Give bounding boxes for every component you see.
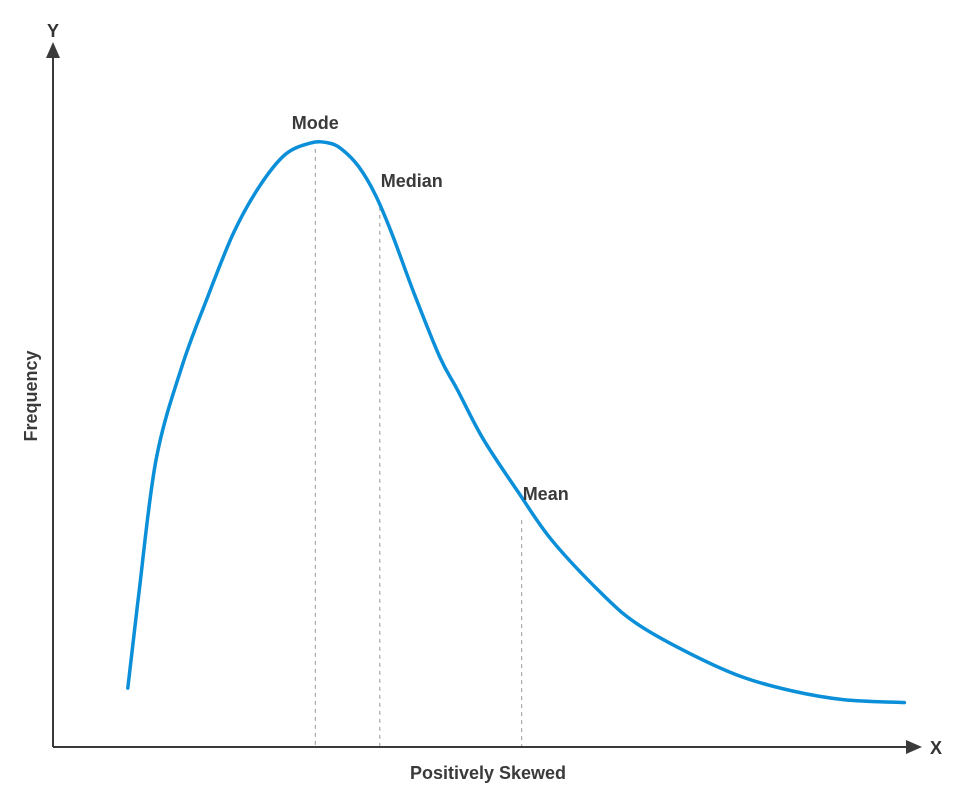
x-axis-title: Positively Skewed (410, 763, 566, 783)
y-axis-title: Frequency (21, 350, 41, 441)
y-axis-letter: Y (47, 21, 59, 41)
mode-label: Mode (292, 113, 339, 133)
distribution-curve (126, 140, 907, 705)
marker-labels: Mode Median Mean (292, 113, 569, 504)
x-axis-letter: X (930, 738, 942, 758)
mean-label: Mean (523, 484, 569, 504)
y-axis-arrow (46, 42, 60, 58)
guide-lines (314, 148, 523, 747)
median-label: Median (381, 171, 443, 191)
x-axis-arrow (906, 740, 922, 754)
